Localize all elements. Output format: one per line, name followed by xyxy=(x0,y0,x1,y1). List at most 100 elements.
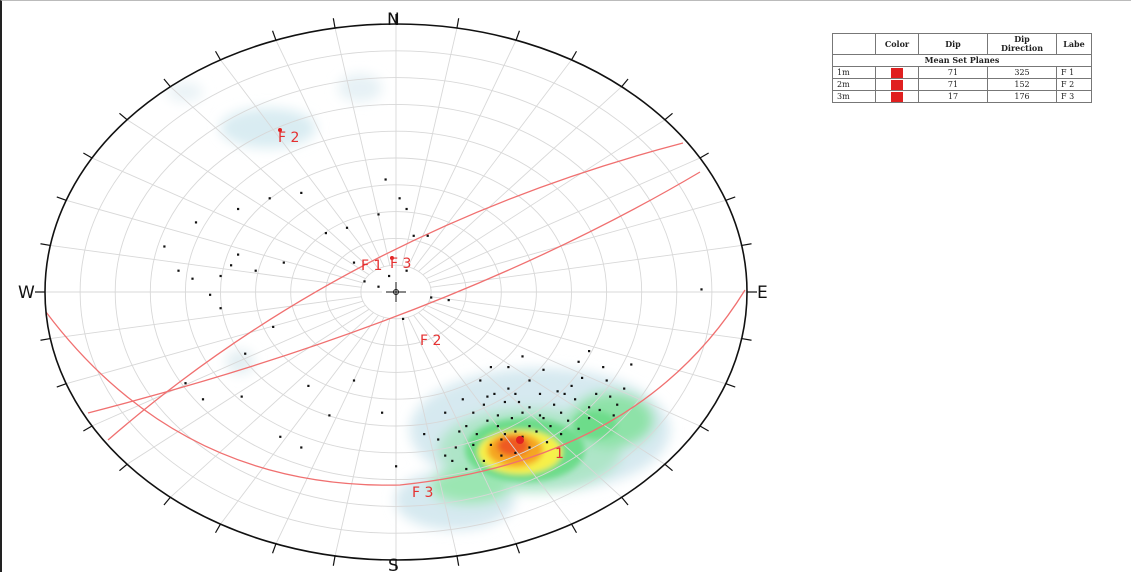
pole-point xyxy=(454,446,457,449)
azimuth-tick xyxy=(83,152,93,159)
azimuth-tick xyxy=(119,112,128,121)
color-swatch xyxy=(891,67,903,78)
density-cluster-nnw xyxy=(167,82,203,102)
pole-point xyxy=(535,430,538,433)
pole-point xyxy=(503,433,506,436)
pole-point xyxy=(426,234,429,237)
pole-point xyxy=(595,392,598,395)
azimuth-tick xyxy=(725,383,736,388)
azimuth-ticks xyxy=(35,14,757,570)
mean-pole-markers xyxy=(278,128,524,444)
legend-row-label: F 2 xyxy=(1056,78,1092,91)
pole-point xyxy=(398,197,401,200)
compass-south: S xyxy=(388,556,399,576)
pole-point xyxy=(388,274,391,278)
pole-point xyxy=(201,398,205,401)
pole-point xyxy=(458,430,461,433)
pole-point xyxy=(405,207,408,211)
azimuth-tick xyxy=(621,496,629,506)
great-circle-f2 xyxy=(87,171,701,414)
grid-spoke xyxy=(401,27,458,266)
pole-point xyxy=(240,395,243,398)
pole-point xyxy=(405,269,408,272)
azimuth-tick xyxy=(83,425,93,432)
pole-point xyxy=(191,277,194,280)
pole-point xyxy=(482,403,485,406)
azimuth-tick xyxy=(621,78,629,88)
pole-point xyxy=(300,446,303,449)
grid-spoke xyxy=(428,300,726,385)
label-f3-pole: F 3 xyxy=(390,256,411,272)
pole-point xyxy=(588,350,591,353)
grid-spoke xyxy=(91,304,366,427)
pole-point xyxy=(465,425,468,428)
pole-point xyxy=(553,403,556,406)
pole-point xyxy=(486,395,489,398)
grid-spoke xyxy=(170,86,374,272)
azimuth-tick xyxy=(741,337,752,341)
azimuth-tick xyxy=(332,18,336,29)
pole-point xyxy=(412,234,415,237)
legend-row-color xyxy=(875,66,919,79)
legend-row-label: F 1 xyxy=(1056,66,1092,79)
pole-point xyxy=(177,269,180,272)
pole-point xyxy=(538,392,542,395)
mean-set-planes-legend: Color Dip Dip Direction Labe Mean Set Pl… xyxy=(832,33,1092,103)
compass-east: E xyxy=(757,283,768,303)
pole-point xyxy=(521,355,524,358)
pole-point xyxy=(517,400,521,404)
grid-spoke xyxy=(407,39,517,268)
azimuth-tick xyxy=(119,463,128,472)
legend-row-dip-direction: 325 xyxy=(987,66,1057,79)
grid-spoke xyxy=(426,304,701,427)
pole-point xyxy=(503,400,506,404)
pole-point xyxy=(352,379,356,382)
grid-spoke xyxy=(428,199,726,284)
pole-point xyxy=(395,465,398,468)
pole-point xyxy=(451,459,454,462)
pole-point xyxy=(254,269,257,272)
pole-point xyxy=(507,387,510,390)
azimuth-tick xyxy=(456,555,460,566)
mean-pole-f3 xyxy=(390,256,394,260)
grid-spoke xyxy=(422,119,666,276)
great-circle-f1 xyxy=(107,142,684,441)
azimuth-tick xyxy=(515,30,521,41)
compass-west: W xyxy=(18,283,35,303)
pole-point xyxy=(630,363,633,366)
mean-pole-f1 xyxy=(516,436,524,444)
pole-point xyxy=(352,261,356,264)
mean-pole-f2 xyxy=(278,128,282,132)
pole-point xyxy=(549,425,552,428)
density-cluster-nw xyxy=(220,108,316,148)
pole-point xyxy=(184,382,187,385)
grid-spoke xyxy=(170,312,374,498)
color-swatch xyxy=(891,79,903,90)
grid-spoke xyxy=(66,199,364,284)
center-marker xyxy=(386,282,406,302)
pole-point xyxy=(244,352,247,355)
legend-row-label: F 3 xyxy=(1056,90,1092,103)
pole-point xyxy=(486,419,489,422)
legend-row-dip: 17 xyxy=(918,90,988,103)
label-f3-plane: F 3 xyxy=(412,485,433,501)
pole-point xyxy=(528,379,531,382)
pole-point xyxy=(461,398,464,401)
pole-point xyxy=(521,435,524,438)
grid-spoke xyxy=(413,314,572,525)
color-swatch xyxy=(891,91,903,102)
azimuth-tick xyxy=(271,30,277,41)
azimuth-tick xyxy=(699,425,709,432)
pole-point xyxy=(545,441,549,444)
legend-row-id: 1m xyxy=(832,66,876,79)
pole-point xyxy=(479,379,482,382)
grid-spoke xyxy=(66,300,364,385)
grid-spoke xyxy=(426,157,701,280)
pole-point xyxy=(444,454,447,457)
pole-point xyxy=(567,419,570,422)
compass-north: N xyxy=(387,10,400,30)
grid-spoke xyxy=(430,245,742,288)
pole-point xyxy=(237,207,240,211)
